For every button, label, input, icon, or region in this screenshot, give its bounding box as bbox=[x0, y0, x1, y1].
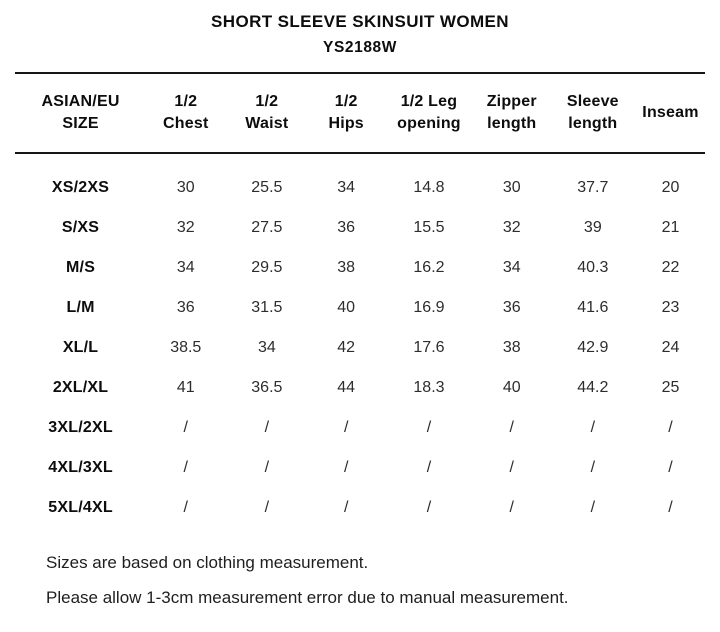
column-header: 1/2 Chest bbox=[163, 93, 209, 132]
measurement-cell: 38 bbox=[337, 259, 356, 276]
measurement-cell: 21 bbox=[661, 219, 680, 236]
measurement-cell: 15.5 bbox=[413, 219, 445, 236]
table-row: L/M 36 31.5 40 16.9 36 41.6 23 bbox=[15, 288, 705, 328]
measurement-cell: 36 bbox=[337, 219, 356, 236]
measurement-cell: 27.5 bbox=[251, 219, 283, 236]
measurement-cell: / bbox=[264, 499, 270, 516]
measurement-cell: / bbox=[426, 499, 432, 516]
measurement-cell: 36.5 bbox=[251, 379, 283, 396]
page-title: SHORT SLEEVE SKINSUIT WOMEN bbox=[211, 12, 509, 31]
title-block: SHORT SLEEVE SKINSUIT WOMEN YS2188W bbox=[0, 0, 720, 57]
measurement-cell: 40.3 bbox=[577, 259, 609, 276]
measurement-cell: 42 bbox=[337, 339, 356, 356]
column-header: 1/2 Hips bbox=[328, 93, 364, 132]
measurement-cell: 23 bbox=[661, 299, 680, 316]
measurement-cell: 25 bbox=[661, 379, 680, 396]
table-row: M/S 34 29.5 38 16.2 34 40.3 22 bbox=[15, 248, 705, 288]
measurement-cell: 41.6 bbox=[577, 299, 609, 316]
measurement-cell: / bbox=[668, 459, 673, 476]
measurement-cell: / bbox=[509, 419, 514, 436]
measurement-cell: / bbox=[509, 459, 514, 476]
table-row: XS/2XS 30 25.5 34 14.8 30 37.7 20 bbox=[15, 153, 705, 208]
measurement-cell: 42.9 bbox=[577, 339, 609, 356]
column-header: ASIAN/EU SIZE bbox=[41, 93, 120, 132]
measurement-cell: / bbox=[264, 459, 270, 476]
measurement-cell: 14.8 bbox=[413, 179, 445, 196]
measurement-cell: / bbox=[183, 419, 188, 436]
measurement-cell: 17.6 bbox=[413, 339, 445, 356]
measurement-cell: 16.2 bbox=[413, 259, 445, 276]
measurement-cell: 22 bbox=[661, 259, 680, 276]
measurement-cell: / bbox=[264, 419, 270, 436]
measurement-cell: 20 bbox=[661, 179, 680, 196]
column-header: Inseam bbox=[642, 104, 699, 122]
measurement-cell: 30 bbox=[502, 179, 521, 196]
measurement-cell: / bbox=[590, 499, 596, 516]
measurement-cell: 32 bbox=[502, 219, 521, 236]
measurement-cell: 24 bbox=[661, 339, 680, 356]
measurement-cell: / bbox=[343, 499, 349, 516]
measurement-cell: / bbox=[590, 419, 596, 436]
measurement-cell: 36 bbox=[176, 299, 195, 316]
measurement-cell: / bbox=[509, 499, 514, 516]
measurement-cell: 34 bbox=[337, 179, 356, 196]
table-row: 5XL/4XL / / / / / / / bbox=[15, 488, 705, 528]
size-label-cell: 3XL/2XL bbox=[48, 419, 113, 436]
measurement-cell: 41 bbox=[176, 379, 195, 396]
size-table-body: XS/2XS 30 25.5 34 14.8 30 37.7 20 S/XS 32 27.5 36 15… bbox=[15, 153, 705, 528]
size-label-cell: M/S bbox=[66, 259, 96, 276]
size-table: ASIAN/EU SIZE 1/2 Chest 1/2 Waist 1/2 Hips 1… bbox=[15, 72, 705, 528]
measurement-cell: 39 bbox=[583, 219, 602, 236]
table-row: 4XL/3XL / / / / / / / bbox=[15, 448, 705, 488]
size-label-cell: XS/2XS bbox=[51, 179, 110, 196]
measurement-cell: 34 bbox=[176, 259, 195, 276]
measurement-cell: 38.5 bbox=[170, 339, 202, 356]
measurement-cell: 16.9 bbox=[413, 299, 445, 316]
measurement-cell: 44.2 bbox=[577, 379, 609, 396]
measurement-cell: 38 bbox=[502, 339, 521, 356]
measurement-cell: 36 bbox=[502, 299, 521, 316]
measurement-cell: 30 bbox=[176, 179, 195, 196]
measurement-notes: Sizes are based on clothing measurement.… bbox=[46, 552, 720, 609]
measurement-cell: 18.3 bbox=[413, 379, 445, 396]
measurement-cell: 40 bbox=[337, 299, 356, 316]
note-line: Please allow 1-3cm measurement error due… bbox=[46, 588, 569, 607]
size-label-cell: L/M bbox=[66, 299, 95, 316]
header-row: ASIAN/EU SIZE 1/2 Chest 1/2 Waist 1/2 Hips 1… bbox=[15, 73, 705, 153]
table-row: XL/L 38.5 34 42 17.6 38 42.9 24 bbox=[15, 328, 705, 368]
measurement-cell: 40 bbox=[502, 379, 521, 396]
table-row: 2XL/XL 41 36.5 44 18.3 40 44.2 25 bbox=[15, 368, 705, 408]
measurement-cell: 29.5 bbox=[251, 259, 283, 276]
table-row: 3XL/2XL / / / / / / / bbox=[15, 408, 705, 448]
measurement-cell: 34 bbox=[257, 339, 276, 356]
measurement-cell: / bbox=[668, 499, 673, 516]
product-code: YS2188W bbox=[323, 39, 397, 56]
size-table-head: ASIAN/EU SIZE 1/2 Chest 1/2 Waist 1/2 Hips 1… bbox=[15, 73, 705, 153]
column-header: 1/2 Waist bbox=[245, 93, 289, 132]
measurement-cell: 44 bbox=[337, 379, 356, 396]
column-header: Zipper length bbox=[486, 93, 537, 132]
size-label-cell: 5XL/4XL bbox=[48, 499, 113, 516]
size-label-cell: 2XL/XL bbox=[52, 379, 109, 396]
size-label-cell: XL/L bbox=[62, 339, 99, 356]
size-label-cell: S/XS bbox=[61, 219, 100, 236]
measurement-cell: / bbox=[590, 459, 596, 476]
measurement-cell: / bbox=[183, 499, 188, 516]
measurement-cell: 25.5 bbox=[251, 179, 283, 196]
table-row: S/XS 32 27.5 36 15.5 32 39 21 bbox=[15, 208, 705, 248]
measurement-cell: / bbox=[426, 459, 432, 476]
measurement-cell: 31.5 bbox=[251, 299, 283, 316]
column-header: 1/2 Leg opening bbox=[397, 93, 461, 132]
measurement-cell: 32 bbox=[176, 219, 195, 236]
measurement-cell: / bbox=[183, 459, 188, 476]
column-header: Sleeve length bbox=[566, 93, 619, 132]
measurement-cell: / bbox=[426, 419, 432, 436]
measurement-cell: / bbox=[343, 459, 349, 476]
note-line: Sizes are based on clothing measurement. bbox=[46, 553, 369, 572]
measurement-cell: / bbox=[668, 419, 673, 436]
measurement-cell: / bbox=[343, 419, 349, 436]
measurement-cell: 37.7 bbox=[577, 179, 609, 196]
size-label-cell: 4XL/3XL bbox=[48, 459, 113, 476]
measurement-cell: 34 bbox=[502, 259, 521, 276]
